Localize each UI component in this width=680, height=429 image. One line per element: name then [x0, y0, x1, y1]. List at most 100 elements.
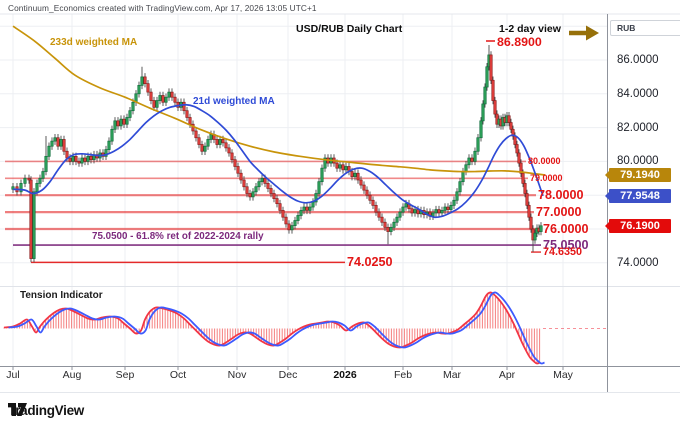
price-chip-21d-weighted-MA: 77.9548 [605, 188, 671, 204]
candle-body [320, 167, 324, 183]
time-axis-label-mar: Mar [442, 369, 462, 381]
level-label-75.0500[interactable]: 75.0500 [543, 238, 589, 253]
candle-body [338, 164, 342, 169]
candle-body [254, 186, 258, 193]
candle-body [140, 76, 144, 86]
candle-body [200, 144, 204, 152]
candle-body [290, 225, 294, 231]
candle-body [389, 226, 393, 232]
tension-indicator-label: Tension Indicator [20, 290, 103, 301]
candle-body [77, 161, 81, 164]
candle-body [341, 164, 345, 171]
candle-body [38, 177, 42, 184]
candle-body [413, 209, 417, 214]
level-label-80.0000[interactable]: 80.0000 [528, 156, 561, 167]
candle-body [529, 216, 533, 230]
candle-body [242, 179, 246, 188]
candle-body [470, 157, 474, 162]
candle-body [293, 220, 297, 226]
price-axis-tick-82: 82.0000 [617, 121, 659, 134]
candle-body [287, 223, 291, 231]
candle-body [275, 198, 279, 205]
candle-body [299, 210, 303, 216]
candle-body [353, 172, 357, 177]
candle-body [113, 120, 117, 130]
candle-body [239, 172, 243, 181]
candle-body [35, 183, 39, 193]
tradingview-logo-icon [8, 403, 27, 416]
candle-body [27, 177, 31, 181]
candle-body [392, 221, 396, 228]
candle-body [245, 186, 249, 194]
candle-body [197, 137, 201, 145]
tension-blue-line[interactable] [8, 291, 545, 365]
candle-body [89, 155, 93, 161]
candle-body [59, 139, 63, 147]
candle-body [362, 184, 366, 191]
candle-body [47, 145, 51, 157]
level-label-76.0000[interactable]: 76.0000 [543, 222, 589, 236]
candle-body [368, 194, 372, 201]
candle-body [143, 76, 147, 85]
candle-body [251, 191, 255, 198]
candle-body [446, 206, 450, 210]
candle-body [152, 100, 156, 108]
level-label-79.0000[interactable]: 79.0000 [530, 173, 563, 184]
ma-21d-line[interactable] [12, 103, 544, 219]
candle-body [455, 191, 459, 201]
candle-body [164, 96, 168, 103]
candle-body [257, 181, 261, 188]
candle-body [131, 101, 135, 112]
candle-body [194, 130, 198, 139]
candle-body [284, 216, 288, 225]
level-label-77.0000[interactable]: 77.0000 [536, 205, 582, 220]
right-arrow-icon [569, 25, 599, 41]
level-label-74.6350[interactable]: 74.6350 [543, 246, 583, 259]
candle-body [266, 183, 270, 189]
candle-body [449, 204, 453, 210]
candle-body [173, 96, 177, 103]
candle-body [122, 118, 126, 125]
price-axis-unit-label: RUB [617, 23, 636, 33]
candle-body [215, 139, 219, 145]
time-axis-label-feb: Feb [393, 369, 413, 381]
candle-body [395, 216, 399, 223]
candle-body [185, 110, 189, 118]
level-label-74.0250[interactable]: 74.0250 [347, 255, 393, 270]
ma-233d-label[interactable]: 233d weighted MA [50, 37, 138, 48]
candle-body [356, 172, 360, 181]
chart-title: USD/RUB Daily Chart [296, 23, 403, 35]
candle-body [404, 203, 408, 208]
candle-body [68, 157, 72, 162]
candle-body [125, 117, 129, 125]
candle-body [383, 221, 387, 228]
candle-body [401, 206, 405, 213]
fib-retracement-note[interactable]: 75.0500 - 61.8% ret of 2022-2024 rally [92, 231, 264, 242]
candle-body [507, 115, 511, 123]
candle-body [269, 188, 273, 194]
candle-body [479, 120, 483, 139]
candle-body [305, 206, 309, 211]
candle-body [461, 171, 465, 183]
candle-body [467, 157, 471, 166]
level-label-78.0000[interactable]: 78.0000 [538, 188, 584, 203]
ma-21d-label[interactable]: 21d weighted MA [193, 96, 275, 107]
ma-233d-line[interactable] [12, 25, 546, 176]
tradingview-logo[interactable]: TradingView [8, 403, 84, 418]
candle-body [149, 91, 153, 101]
peak-price-label[interactable]: 86.8900 [497, 35, 542, 49]
candle-body [50, 140, 54, 147]
price-axis-tick-86: 86.0000 [617, 54, 659, 66]
candle-body [458, 181, 462, 193]
candle-body [278, 203, 282, 211]
candle-body [527, 204, 531, 218]
time-axis-label-2026: 2026 [333, 369, 357, 381]
candle-body [464, 164, 468, 172]
candle-body [119, 118, 123, 127]
tradingview-logo-text: TradingView [8, 403, 84, 418]
view-horizon-label: 1-2 day view [499, 23, 561, 35]
candle-body [359, 179, 363, 186]
candlestick-series [11, 44, 543, 263]
attribution-text: Continuum_Economics created with Trading… [8, 3, 317, 13]
